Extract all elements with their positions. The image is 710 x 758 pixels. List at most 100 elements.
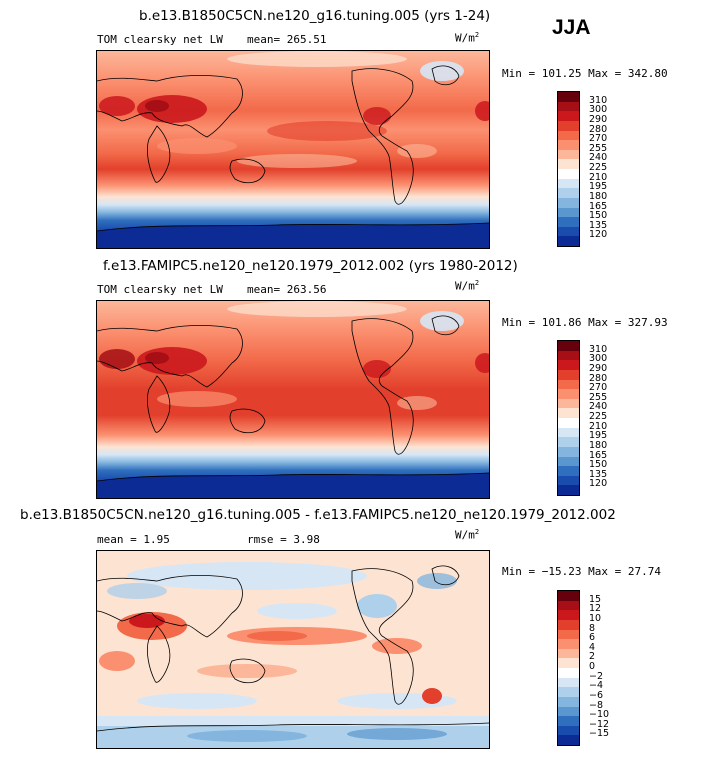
colorbar-tick-label: 165 (589, 449, 608, 461)
colorbar-tick-label: 135 (589, 468, 608, 480)
colorbar-swatch (558, 101, 579, 112)
colorbar-tick-label: 210 (589, 420, 608, 432)
panel-2-map (96, 300, 490, 499)
colorbar-tick-label: 240 (589, 152, 608, 164)
colorbar-swatch (558, 610, 579, 620)
colorbar-tick-label: 135 (589, 219, 608, 231)
colorbar-tick-label: 10 (589, 612, 602, 624)
panel-1-variable: TOM clearsky net LW (97, 33, 223, 46)
colorbar-swatch (558, 687, 579, 697)
colorbar-swatch (558, 639, 579, 649)
panel-1-title: b.e13.B1850C5CN.ne120_g16.tuning.005 (yr… (139, 8, 491, 24)
colorbar-tick-label: 6 (589, 632, 596, 644)
colorbar-swatch (558, 456, 579, 467)
colorbar-tick-label: 225 (589, 162, 608, 173)
colorbar-swatch (558, 485, 579, 495)
colorbar-tick-label: 210 (589, 171, 608, 183)
colorbar-swatch (558, 341, 579, 351)
panel-1-map (96, 50, 490, 249)
colorbar-tick-label: 15 (589, 593, 602, 605)
colorbar-tick-label: 4 (589, 641, 596, 653)
colorbar-tick-label: 310 (589, 343, 608, 355)
colorbar-tick-label: −15 (589, 728, 610, 740)
panel-2-colorbar (557, 340, 580, 496)
colorbar-tick-label: 180 (589, 439, 608, 451)
colorbar-tick-label: −10 (589, 709, 610, 721)
colorbar-swatch (558, 159, 579, 169)
colorbar-tick-label: 280 (589, 123, 608, 135)
colorbar-swatch (558, 591, 579, 601)
colorbar-tick-label: 150 (589, 459, 608, 471)
colorbar-tick-label: 255 (589, 391, 608, 403)
colorbar-tick-label: 8 (589, 622, 596, 634)
colorbar-swatch (558, 149, 579, 160)
colorbar-swatch (558, 408, 579, 418)
colorbar-swatch (558, 92, 579, 102)
panel-1-minmax: Min = 101.25 Max = 342.80 (502, 67, 668, 80)
colorbar-swatch (558, 120, 579, 131)
colorbar-tick-label: 2 (589, 651, 596, 663)
colorbar-tick-label: −6 (589, 689, 604, 701)
panel-3-colorbar (557, 590, 580, 746)
colorbar-tick-label: 290 (589, 362, 608, 374)
colorbar-tick-label: 0 (589, 661, 596, 672)
colorbar-swatch (558, 629, 579, 640)
colorbar-swatch (558, 446, 579, 457)
colorbar-tick-label: 150 (589, 210, 608, 222)
colorbar-tick-label: 270 (589, 382, 608, 394)
colorbar-swatch (558, 169, 579, 179)
colorbar-tick-label: −12 (589, 718, 610, 730)
colorbar-swatch (558, 130, 579, 141)
panel-1-units: W/m2 (455, 31, 480, 45)
colorbar-tick-label: −8 (589, 699, 604, 711)
colorbar-tick-label: 195 (589, 181, 608, 193)
colorbar-swatch (558, 418, 579, 428)
colorbar-tick-label: 120 (589, 229, 608, 241)
panel-3-units: W/m2 (455, 528, 480, 542)
colorbar-tick-label: 310 (589, 94, 608, 106)
panel-3-rmse: rmse = 3.98 (247, 533, 320, 546)
colorbar-swatch (558, 379, 579, 390)
colorbar-swatch (558, 735, 579, 745)
colorbar-swatch (558, 696, 579, 707)
panel-3-mean: mean = 1.95 (97, 533, 170, 546)
colorbar-tick-label: 225 (589, 411, 608, 422)
panel-1-mean: mean= 265.51 (247, 33, 327, 46)
panel-3-map (96, 550, 490, 749)
colorbar-swatch (558, 466, 579, 476)
colorbar-tick-label: 300 (589, 104, 608, 116)
panel-2-variable: TOM clearsky net LW (97, 283, 223, 296)
colorbar-tick-label: −2 (589, 670, 604, 682)
colorbar-swatch (558, 226, 579, 237)
colorbar-swatch (558, 716, 579, 726)
panel-3-minmax: Min = −15.23 Max = 27.74 (502, 565, 661, 578)
colorbar-swatch (558, 207, 579, 218)
colorbar-tick-label: 270 (589, 133, 608, 145)
colorbar-swatch (558, 197, 579, 208)
panel-2-units: W/m2 (455, 279, 480, 293)
colorbar-tick-label: 255 (589, 142, 608, 154)
panel-2-minmax: Min = 101.86 Max = 327.93 (502, 316, 668, 329)
colorbar-swatch (558, 437, 579, 447)
colorbar-swatch (558, 398, 579, 409)
colorbar-swatch (558, 389, 579, 399)
colorbar-tick-label: 290 (589, 113, 608, 125)
colorbar-swatch (558, 236, 579, 246)
colorbar-swatch (558, 706, 579, 717)
colorbar-swatch (558, 217, 579, 227)
colorbar-swatch (558, 350, 579, 361)
colorbar-swatch (558, 658, 579, 668)
colorbar-swatch (558, 648, 579, 659)
colorbar-tick-label: 12 (589, 603, 602, 615)
colorbar-swatch (558, 140, 579, 150)
colorbar-tick-label: 180 (589, 190, 608, 202)
colorbar-swatch (558, 188, 579, 198)
colorbar-tick-label: −4 (589, 680, 604, 692)
colorbar-swatch (558, 475, 579, 486)
colorbar-swatch (558, 725, 579, 736)
colorbar-swatch (558, 360, 579, 370)
panel-2-title: f.e13.FAMIPC5.ne120_ne120.1979_2012.002 … (103, 258, 518, 274)
colorbar-swatch (558, 369, 579, 380)
colorbar-tick-label: 195 (589, 430, 608, 442)
colorbar-swatch (558, 600, 579, 611)
